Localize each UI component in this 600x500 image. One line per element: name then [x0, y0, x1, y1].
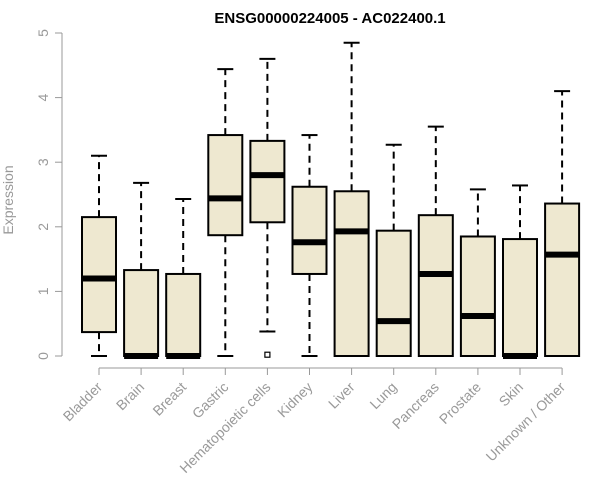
box-skin [502, 184, 538, 359]
box-body [417, 214, 454, 357]
box-body [333, 190, 370, 357]
x-tick-label: Brain [113, 379, 147, 413]
box-lung [375, 143, 412, 357]
box-kidney [291, 134, 328, 357]
x-tick-label: Bladder [60, 379, 106, 425]
box-body [249, 139, 286, 224]
box-body [502, 238, 538, 358]
y-tick-label: 2 [35, 223, 51, 231]
x-tick-label: Lung [366, 379, 399, 412]
y-tick-label: 0 [35, 352, 51, 360]
box-unknown-other [544, 90, 581, 357]
x-tick-label: Pancreas [389, 379, 442, 432]
box-breast [165, 198, 202, 359]
x-tick-label: Kidney [274, 379, 316, 421]
chart-title: ENSG00000224005 - AC022400.1 [214, 10, 445, 27]
x-tick-label: Skin [496, 379, 527, 410]
y-axis-label: Expression [0, 165, 16, 234]
box-hematopoietic-cells [249, 57, 286, 358]
y-tick-label: 3 [35, 158, 51, 166]
box-pancreas [417, 125, 454, 357]
box-body [165, 272, 202, 358]
x-tick-label: Prostate [436, 379, 484, 427]
box-liver [333, 41, 370, 357]
box-bladder [81, 154, 117, 357]
box-brain [123, 181, 160, 359]
box-body [207, 134, 244, 237]
y-tick-label: 5 [35, 29, 51, 37]
x-tick-label: Unknown / Other [483, 379, 569, 465]
box-body [123, 269, 160, 357]
box-body [375, 229, 412, 357]
x-tick-label: Liver [325, 379, 358, 412]
box-body [291, 185, 328, 275]
box-gastric [207, 68, 244, 357]
boxes-layer [81, 41, 581, 359]
y-tick-label: 4 [35, 93, 51, 101]
box-body [544, 202, 581, 357]
y-axis: 0 1 2 3 4 5 [35, 29, 63, 360]
x-tick-label: Breast [149, 379, 189, 419]
box-body [81, 216, 117, 334]
box-body [459, 235, 496, 358]
outlier-point [264, 351, 271, 358]
y-tick-label: 1 [35, 287, 51, 295]
box-prostate [459, 188, 496, 358]
